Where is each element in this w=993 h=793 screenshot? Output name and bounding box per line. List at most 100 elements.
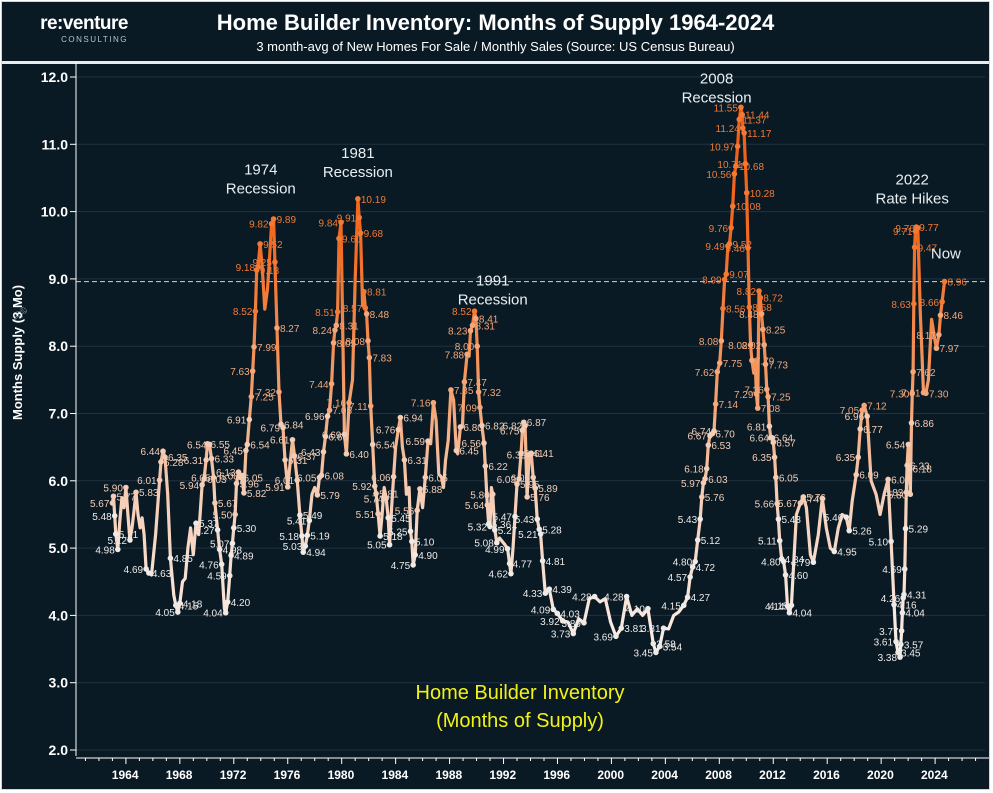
- data-point[interactable]: [255, 263, 261, 270]
- data-point[interactable]: [482, 463, 489, 469]
- data-point[interactable]: [417, 486, 423, 492]
- data-point[interactable]: [243, 447, 249, 454]
- data-point[interactable]: [425, 438, 431, 444]
- data-point[interactable]: [487, 523, 493, 530]
- data-point[interactable]: [143, 566, 149, 572]
- data-point[interactable]: [162, 454, 168, 461]
- data-point[interactable]: [386, 541, 393, 548]
- data-point[interactable]: [714, 368, 721, 375]
- data-point[interactable]: [797, 500, 804, 506]
- data-point[interactable]: [448, 387, 454, 393]
- data-point[interactable]: [522, 422, 528, 429]
- data-point[interactable]: [697, 516, 703, 522]
- data-point[interactable]: [911, 301, 917, 307]
- data-point[interactable]: [127, 537, 133, 543]
- data-point[interactable]: [326, 407, 333, 413]
- data-point[interactable]: [645, 605, 651, 612]
- data-point[interactable]: [853, 471, 859, 478]
- data-point[interactable]: [115, 546, 121, 553]
- data-point[interactable]: [276, 389, 282, 395]
- data-point[interactable]: [742, 161, 749, 167]
- data-point[interactable]: [469, 322, 476, 329]
- data-point[interactable]: [383, 495, 389, 502]
- data-point[interactable]: [861, 402, 867, 409]
- data-point[interactable]: [729, 203, 736, 210]
- data-point[interactable]: [251, 344, 257, 350]
- data-point[interactable]: [409, 538, 415, 545]
- data-point[interactable]: [859, 407, 865, 413]
- data-point[interactable]: [233, 480, 240, 487]
- data-point[interactable]: [216, 546, 223, 553]
- data-point[interactable]: [653, 649, 659, 656]
- data-point[interactable]: [320, 449, 327, 455]
- data-point[interactable]: [546, 586, 553, 592]
- data-point[interactable]: [905, 441, 912, 448]
- data-point[interactable]: [702, 475, 708, 482]
- data-point[interactable]: [745, 245, 751, 251]
- data-point[interactable]: [857, 426, 863, 432]
- data-point[interactable]: [475, 389, 482, 395]
- data-point[interactable]: [322, 433, 329, 440]
- data-point[interactable]: [581, 620, 587, 626]
- data-point[interactable]: [377, 533, 383, 539]
- data-point[interactable]: [716, 360, 723, 366]
- data-point[interactable]: [333, 322, 340, 329]
- data-point[interactable]: [346, 399, 352, 406]
- data-point[interactable]: [901, 566, 908, 572]
- data-point[interactable]: [782, 572, 789, 578]
- data-point[interactable]: [843, 514, 850, 520]
- data-point[interactable]: [473, 315, 479, 322]
- data-point[interactable]: [493, 539, 500, 546]
- data-point[interactable]: [133, 489, 139, 496]
- data-point[interactable]: [430, 399, 437, 406]
- data-point[interactable]: [766, 423, 773, 430]
- data-point[interactable]: [687, 574, 693, 580]
- data-point[interactable]: [239, 472, 245, 479]
- data-point[interactable]: [554, 610, 561, 617]
- data-point[interactable]: [341, 431, 348, 438]
- data-point[interactable]: [739, 111, 745, 118]
- data-point[interactable]: [765, 393, 771, 400]
- data-point[interactable]: [343, 451, 350, 457]
- data-point[interactable]: [332, 327, 338, 333]
- data-point[interactable]: [410, 562, 416, 568]
- data-point[interactable]: [937, 312, 944, 319]
- data-point[interactable]: [910, 368, 916, 375]
- data-point[interactable]: [864, 413, 870, 419]
- data-point[interactable]: [514, 481, 520, 487]
- data-point[interactable]: [365, 338, 371, 344]
- data-point[interactable]: [222, 609, 229, 616]
- data-point[interactable]: [692, 558, 699, 565]
- data-point[interactable]: [457, 424, 464, 430]
- data-point[interactable]: [175, 609, 181, 615]
- data-point[interactable]: [338, 219, 344, 226]
- data-point[interactable]: [373, 490, 379, 497]
- data-point[interactable]: [738, 104, 744, 111]
- data-point[interactable]: [268, 220, 275, 227]
- data-point[interactable]: [939, 298, 945, 305]
- data-point[interactable]: [899, 609, 906, 616]
- data-point[interactable]: [300, 549, 307, 555]
- data-point[interactable]: [726, 241, 733, 247]
- data-point[interactable]: [760, 326, 766, 333]
- data-point[interactable]: [753, 391, 760, 397]
- data-point[interactable]: [733, 163, 739, 169]
- data-point[interactable]: [232, 511, 238, 518]
- data-point[interactable]: [412, 552, 418, 558]
- data-point[interactable]: [936, 331, 942, 338]
- data-point[interactable]: [731, 171, 738, 177]
- data-point[interactable]: [743, 189, 750, 196]
- data-point[interactable]: [771, 454, 778, 461]
- data-point[interactable]: [518, 450, 524, 457]
- data-point[interactable]: [542, 590, 549, 596]
- data-point[interactable]: [831, 548, 838, 555]
- data-point[interactable]: [453, 447, 460, 454]
- data-point[interactable]: [908, 420, 915, 426]
- data-point[interactable]: [248, 393, 255, 400]
- data-point[interactable]: [537, 531, 544, 537]
- data-point[interactable]: [516, 475, 522, 482]
- data-point[interactable]: [770, 439, 777, 446]
- data-point[interactable]: [167, 555, 174, 561]
- data-point[interactable]: [762, 361, 769, 368]
- data-point[interactable]: [532, 485, 539, 492]
